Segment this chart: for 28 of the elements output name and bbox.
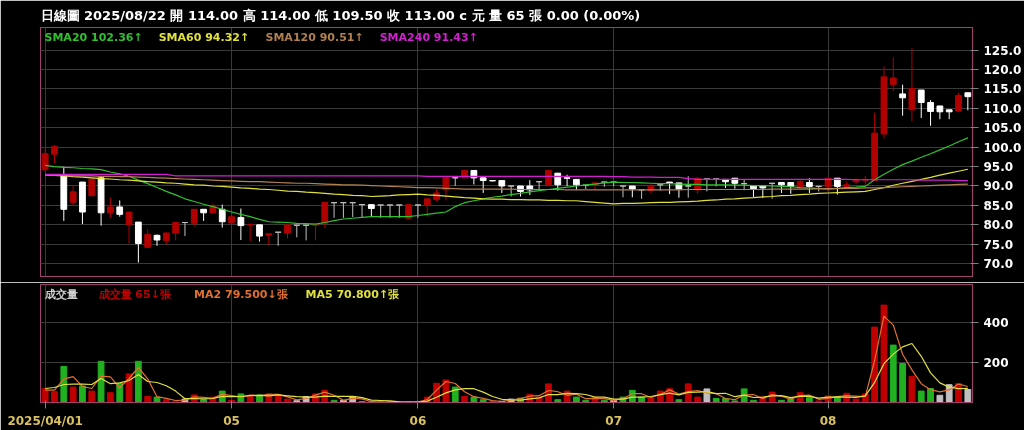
y-tick-label: 105.0 (983, 121, 1022, 136)
y-tick-label: 115.0 (983, 82, 1022, 97)
text: SMA240 91.43↑ (379, 30, 478, 44)
x-tick-label: 08 (819, 413, 837, 428)
y-tick-label: 70.0 (983, 257, 1014, 272)
y-tick-label: 90.0 (983, 179, 1014, 194)
y-tick-label: 125.0 (983, 43, 1022, 58)
legend-title: 成交量 (43, 287, 78, 301)
y-tick-label: 100.0 (983, 140, 1022, 155)
text: MA5 70.800↑張 (305, 287, 401, 301)
text: SMA120 90.51↑ (265, 30, 364, 44)
x-tick-label: 06 (409, 413, 427, 428)
y-tick-label: 75.0 (983, 237, 1014, 252)
y-tick-label: 95.0 (983, 160, 1014, 175)
y-tick-label: 120.0 (983, 62, 1022, 77)
y-tick-label: 400 (983, 316, 1009, 330)
y-tick-label: 200 (983, 356, 1009, 370)
y-tick-label: 85.0 (983, 198, 1014, 213)
y-tick-label: 110.0 (983, 101, 1022, 116)
text: SMA60 94.32↑ (158, 30, 250, 44)
y-tick-label: 80.0 (983, 218, 1014, 233)
text: 成交量 65↓張 (97, 287, 172, 301)
x-tick-label: 2025/04/01 (7, 413, 83, 428)
x-tick-label: 07 (605, 413, 623, 428)
chart-title: 日線圖 2025/08/22 開 114.00 高 114.00 低 109.50 收 113.00 c 元 量 65 張 0.00 (0.00%) (40, 7, 641, 23)
x-tick-label: 05 (223, 413, 240, 428)
text: SMA20 102.36↑ (44, 30, 143, 44)
text: MA2 79.500↓張 (194, 287, 289, 301)
